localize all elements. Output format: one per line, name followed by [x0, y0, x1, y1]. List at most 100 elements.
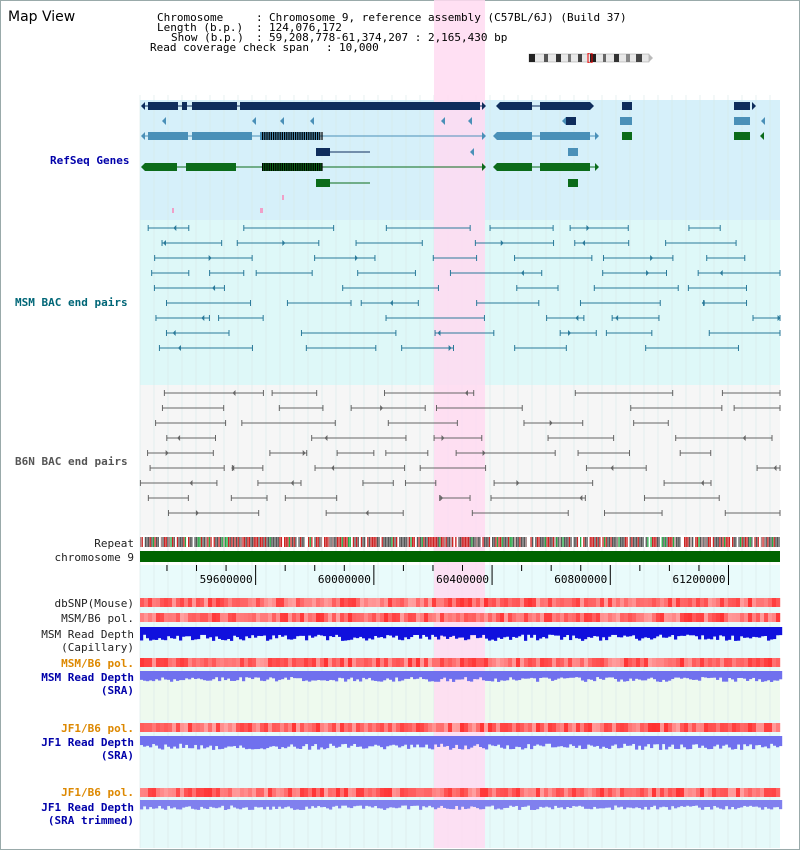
repeat-element	[520, 537, 523, 547]
track-label-repeat[interactable]: Repeat	[94, 537, 134, 550]
repeat-element	[380, 537, 382, 547]
msm-depth-sra	[227, 671, 231, 679]
jf1-b6-pol-band	[608, 723, 613, 732]
jf1-b6-pol-trim-band	[732, 788, 737, 797]
msm-depth-sra	[143, 671, 147, 681]
repeat-element	[749, 537, 751, 547]
repeat-element	[591, 537, 593, 547]
msm-b6-pol-sra-band	[264, 658, 269, 667]
track-label-refseq[interactable]: RefSeq Genes	[50, 154, 130, 167]
jf1-b6-pol-trim-band	[376, 788, 381, 797]
jf1-b6-pol-trim-band	[200, 788, 205, 797]
dbsnp-band	[348, 598, 353, 607]
jf1-b6-pol-band	[376, 723, 381, 732]
dbsnp-band	[160, 598, 165, 607]
track-label-msm-b6-pol-sra[interactable]: MSM/B6 pol.	[61, 657, 134, 670]
repeat-element	[560, 537, 563, 547]
track-label-jf1-depth-trim[interactable]: JF1 Read Depth	[41, 801, 134, 814]
jf1-b6-pol-trim-band	[544, 788, 549, 797]
jf1-depth-trim	[740, 800, 744, 808]
repeat-element	[407, 537, 409, 547]
gene-steel-1-exon	[260, 132, 320, 140]
msm-depth-capillary	[263, 627, 267, 636]
ruler-tick-label: 61200000	[673, 573, 726, 586]
dbsnp-band	[156, 598, 161, 607]
jf1-b6-pol-band	[468, 723, 473, 732]
jf1-b6-pol-band	[276, 723, 281, 732]
dbsnp-band	[248, 598, 253, 607]
msm-depth-capillary	[440, 627, 444, 636]
msm-depth-capillary	[143, 627, 147, 635]
jf1-depth-sra	[164, 736, 168, 745]
track-label-chromosome[interactable]: chromosome 9	[54, 551, 134, 564]
chromosome-ideogram[interactable]	[528, 53, 654, 63]
refseq-mark	[260, 208, 263, 213]
repeat-element	[640, 537, 643, 547]
msm-b6-pol-band	[484, 613, 489, 622]
msm-b6-pol-band	[472, 613, 477, 622]
repeat-element	[458, 537, 460, 547]
jf1-b6-pol-band	[760, 723, 765, 732]
track-label-msm-depth-cap[interactable]: MSM Read Depth	[41, 628, 134, 641]
dbsnp-band	[352, 598, 357, 607]
msm-depth-sra	[545, 671, 549, 678]
msm-depth-capillary	[395, 627, 399, 636]
show-key: Show (b.p.)	[171, 31, 244, 44]
msm-b6-pol-sra-band	[620, 658, 625, 667]
repeat-element	[332, 537, 334, 547]
b6n-bac-arrow	[324, 435, 328, 441]
msm-depth-capillary	[707, 627, 711, 639]
jf1-b6-pol-band	[332, 723, 337, 732]
jf1-b6-pol-band	[696, 723, 701, 732]
jf1-b6-pol-band	[572, 723, 577, 732]
repeat-element	[714, 537, 716, 547]
jf1-depth-trim	[209, 800, 213, 807]
repeat-element	[703, 537, 705, 547]
repeat-element	[416, 537, 419, 547]
repeat-element	[216, 537, 219, 547]
repeat-element	[394, 537, 396, 547]
jf1-depth-trim	[347, 800, 351, 808]
exon-tick	[281, 132, 283, 140]
track-label-jf1-depth-sra[interactable]: JF1 Read Depth	[41, 736, 134, 749]
msm-b6-pol-band	[616, 613, 621, 622]
repeat-element	[551, 537, 553, 547]
jf1-b6-pol-trim-band	[400, 788, 405, 797]
msm-b6-pol-sra-band	[400, 658, 405, 667]
jf1-depth-trim	[452, 800, 456, 810]
track-label-b6n-bac[interactable]: B6N BAC end pairs	[15, 455, 128, 468]
jf1-depth-trim	[587, 800, 591, 809]
repeat-element	[700, 537, 702, 547]
msm-b6-pol-sra-band	[520, 658, 525, 667]
track-label-msm-bac[interactable]: MSM BAC end pairs	[15, 296, 128, 309]
b6n-bac-arrow	[331, 465, 335, 471]
jf1-depth-trim	[404, 800, 408, 806]
msm-b6-pol-sra-band	[580, 658, 585, 667]
gene-green-2-arrow	[493, 163, 497, 171]
jf1-b6-pol-trim-band	[688, 788, 693, 797]
msm-b6-pol-sra-band	[516, 658, 521, 667]
repeat-element	[364, 537, 366, 547]
jf1-b6-pol-band	[220, 723, 225, 732]
msm-b6-pol-band	[332, 613, 337, 622]
msm-depth-sra	[761, 671, 765, 682]
jf1-depth-sra	[161, 736, 165, 750]
msm-b6-pol-band	[592, 613, 597, 622]
jf1-b6-pol-trim-band	[488, 788, 493, 797]
msm-b6-pol-band	[192, 613, 197, 622]
track-label-dbsnp[interactable]: dbSNP(Mouse)	[54, 597, 134, 610]
track-label-msm-depth-sra[interactable]: MSM Read Depth	[41, 671, 134, 684]
msm-depth-sra	[191, 671, 195, 678]
msm-b6-pol-sra-band	[724, 658, 729, 667]
exon-tick	[286, 163, 288, 171]
jf1-depth-sra	[584, 736, 588, 749]
jf1-depth-trim	[182, 800, 186, 808]
jf1-b6-pol-band	[224, 723, 229, 732]
track-label-jf1-b6-pol[interactable]: JF1/B6 pol.	[61, 722, 134, 735]
dbsnp-band	[468, 598, 473, 607]
track-label-msm-b6-pol[interactable]: MSM/B6 pol.	[61, 612, 134, 625]
repeat-element	[192, 537, 195, 547]
repeat-element	[250, 537, 252, 547]
track-label-jf1-b6-pol-trim[interactable]: JF1/B6 pol.	[61, 786, 134, 799]
msm-depth-sra	[224, 671, 228, 681]
